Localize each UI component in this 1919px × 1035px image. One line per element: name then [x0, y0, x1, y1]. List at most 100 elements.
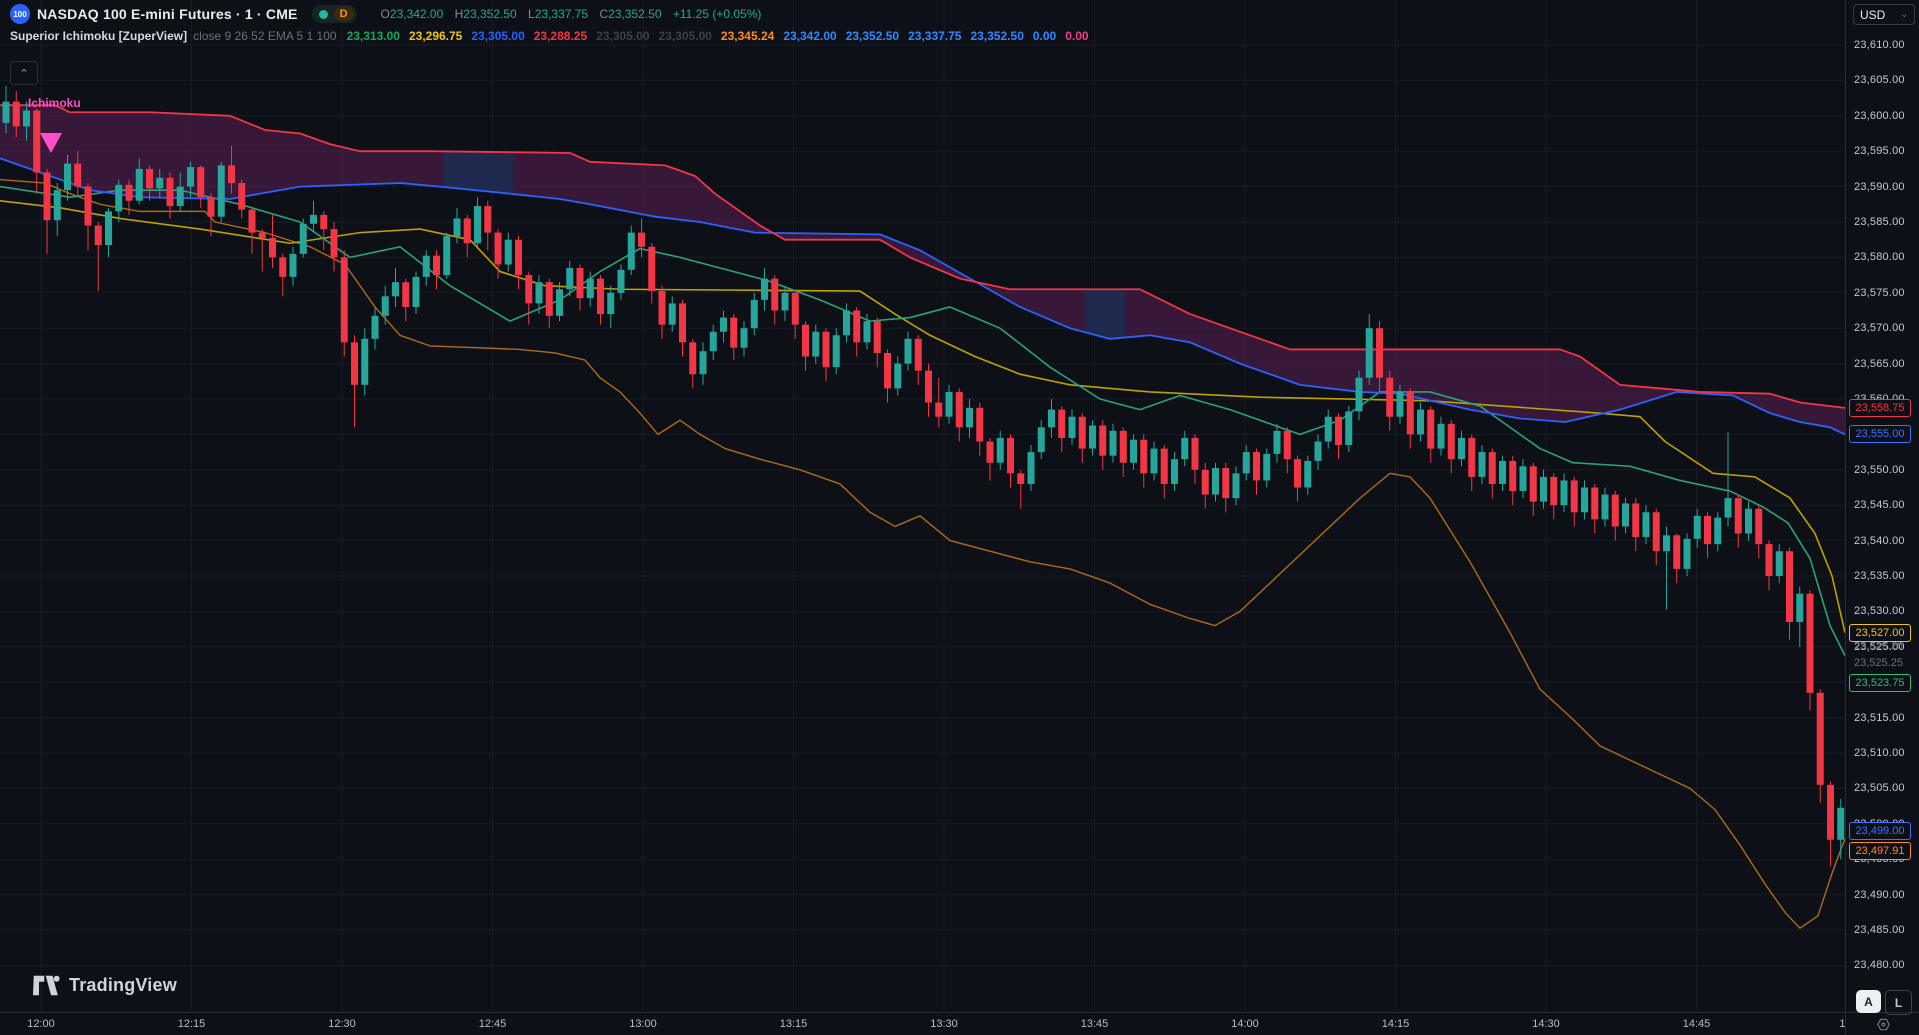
indicator-value: 23,352.50: [970, 29, 1024, 43]
axis-corner: [1845, 1012, 1919, 1035]
symbol-title[interactable]: NASDAQ 100 E-mini Futures · 1 · CME: [37, 6, 298, 22]
close-value: 23,352.50: [608, 7, 662, 21]
time-axis-label: 14:00: [1231, 1018, 1259, 1030]
time-axis-label: 14:30: [1532, 1018, 1560, 1030]
price-axis-tick: 23,525.00: [1854, 640, 1905, 653]
daily-badge[interactable]: D: [333, 7, 354, 21]
price-axis-tick: 23,480.00: [1854, 959, 1905, 972]
chikou-line: [0, 178, 1845, 929]
price-axis-tick: 23,605.00: [1854, 74, 1905, 87]
indicator-value: 23,305.00: [471, 29, 525, 43]
legend-collapse-button[interactable]: ⌃: [10, 61, 38, 85]
close-label: C: [599, 7, 609, 21]
tradingview-logo-text: TradingView: [69, 975, 177, 995]
change-value: +11.25 (+0.05%): [672, 7, 762, 21]
price-axis-tick: 23,510.00: [1854, 747, 1905, 759]
symbol-logo[interactable]: 100: [10, 4, 30, 24]
grid-lines: [0, 0, 1845, 1012]
price-badge: 23,497.91: [1849, 842, 1911, 861]
price-badge: 23,558.75: [1849, 398, 1911, 417]
price-axis-tick: 23,585.00: [1854, 216, 1905, 228]
price-axis-tick: 23,515.00: [1854, 711, 1905, 724]
currency-label: USD: [1860, 7, 1886, 22]
price-axis-tick: 23,530.00: [1854, 605, 1905, 618]
price-axis-tick: 23,540.00: [1854, 534, 1905, 547]
time-axis-label: 14:15: [1381, 1018, 1410, 1030]
price-axis-tick: 23,550.00: [1854, 463, 1905, 476]
indicator-value: 0.00: [1065, 29, 1089, 43]
price-badge: 23,555.00: [1849, 425, 1911, 444]
indicator-value: 23,305.00: [596, 29, 650, 43]
ichimoku-marker-label: Ichimoku: [28, 96, 81, 110]
low-value: 23,337.75: [534, 7, 589, 21]
legend: 100 NASDAQ 100 E-mini Futures · 1 · CME …: [10, 4, 1098, 46]
ohlc-readout: O23,342.00 H23,352.50 L23,337.75 C23,352…: [373, 7, 762, 21]
auto-scale-button[interactable]: A: [1856, 990, 1881, 1013]
log-scale-button[interactable]: L: [1885, 990, 1912, 1015]
time-axis-label: 13:15: [779, 1018, 808, 1030]
tenkan-line: [0, 185, 1845, 657]
chevron-down-icon: ⌄: [1900, 9, 1908, 19]
time-axis-label: 12:15: [177, 1018, 206, 1030]
senkou-a-line: [0, 104, 1845, 409]
price-axis-tick: 23,600.00: [1854, 109, 1905, 122]
indicator-value: 0.00: [1032, 29, 1057, 43]
price-axis-tick: 23,595.00: [1854, 145, 1905, 158]
price-axis-tick: 23,590.00: [1854, 180, 1905, 193]
indicator-value: 23,345.24: [720, 29, 775, 43]
tradingview-watermark[interactable]: TradingView: [33, 972, 177, 999]
open-value: 23,342.00: [389, 7, 444, 21]
indicator-value: 23,296.75: [408, 29, 463, 43]
timezone-settings-icon[interactable]: [1876, 1017, 1891, 1032]
price-badge: 23,527.00: [1849, 623, 1911, 642]
symbol-row: 100 NASDAQ 100 E-mini Futures · 1 · CME …: [10, 4, 1098, 24]
time-axis-label: 13:00: [629, 1018, 657, 1030]
price-axis-tick: 23,575.00: [1854, 286, 1905, 299]
low-label: L: [528, 7, 535, 21]
indicator-name[interactable]: Superior Ichimoku [ZuperView]: [10, 29, 188, 43]
indicator-row[interactable]: Superior Ichimoku [ZuperView] close 9 26…: [10, 26, 1098, 46]
price-axis-tick: 23,610.00: [1854, 39, 1905, 51]
candlestick-series: [2, 85, 1845, 867]
tradingview-logo-icon: [33, 975, 60, 996]
indicator-value: 23,337.75: [908, 29, 962, 43]
time-axis-label: 12:30: [328, 1018, 356, 1030]
indicator-value: 23,342.00: [783, 29, 837, 43]
indicator-params: close 9 26 52 EMA 5 1 100: [193, 29, 337, 43]
indicator-value: 23,305.00: [658, 29, 712, 43]
high-label: H: [454, 7, 464, 21]
price-axis-tick: 23,545.00: [1854, 499, 1905, 512]
currency-dropdown[interactable]: USD ⌄: [1853, 4, 1915, 25]
price-badge: 23,523.75: [1849, 673, 1911, 692]
ichimoku-cloud-alt: [443, 151, 513, 194]
sell-signal-triangle-icon: [40, 133, 62, 153]
indicator-value: 23,352.50: [845, 29, 900, 43]
price-chart-svg: [0, 0, 1845, 1012]
time-axis[interactable]: 12:00 12:15 12:30 12:45 13:00 13:15 13:30 13:45…: [0, 1012, 1855, 1035]
indicator-value: 23,313.00: [346, 29, 400, 43]
scale-buttons: A L: [1856, 990, 1912, 1015]
time-axis-label: 12:00: [27, 1018, 55, 1030]
ichimoku-cloud-alt: [1085, 289, 1125, 339]
indicator-values: 23,313.00 23,296.75 23,305.00 23,288.25 23,3…: [347, 29, 1098, 43]
price-axis[interactable]: USD ⌄ 23,610.00 23,605.00 23,600.00 23,595.…: [1845, 0, 1919, 1012]
price-axis-tick: 23,565.00: [1854, 357, 1905, 370]
ichimoku-cloud: [0, 105, 1845, 435]
price-axis-tick: 23,535.00: [1854, 570, 1905, 582]
price-axis-tick: 23,570.00: [1854, 322, 1905, 335]
price-axis-tick: 23,490.00: [1854, 888, 1905, 901]
open-label: O: [380, 7, 390, 21]
high-value: 23,352.50: [463, 7, 517, 21]
senkou-b-line: [0, 157, 1845, 436]
price-badge: 23,499.00: [1849, 821, 1911, 840]
price-axis-tick: 23,580.00: [1854, 251, 1905, 264]
price-axis-tick: 23,485.00: [1854, 924, 1905, 936]
indicator-value: 23,288.25: [533, 29, 588, 43]
price-axis-tick: 23,505.00: [1854, 782, 1905, 795]
chart-canvas[interactable]: [0, 0, 1845, 1012]
indicator-toggle-pill[interactable]: D: [311, 5, 357, 23]
price-line-value: 23,525.25: [1854, 640, 1903, 653]
time-axis-label: 12:45: [478, 1018, 507, 1030]
time-axis-label: 14:45: [1682, 1018, 1711, 1030]
